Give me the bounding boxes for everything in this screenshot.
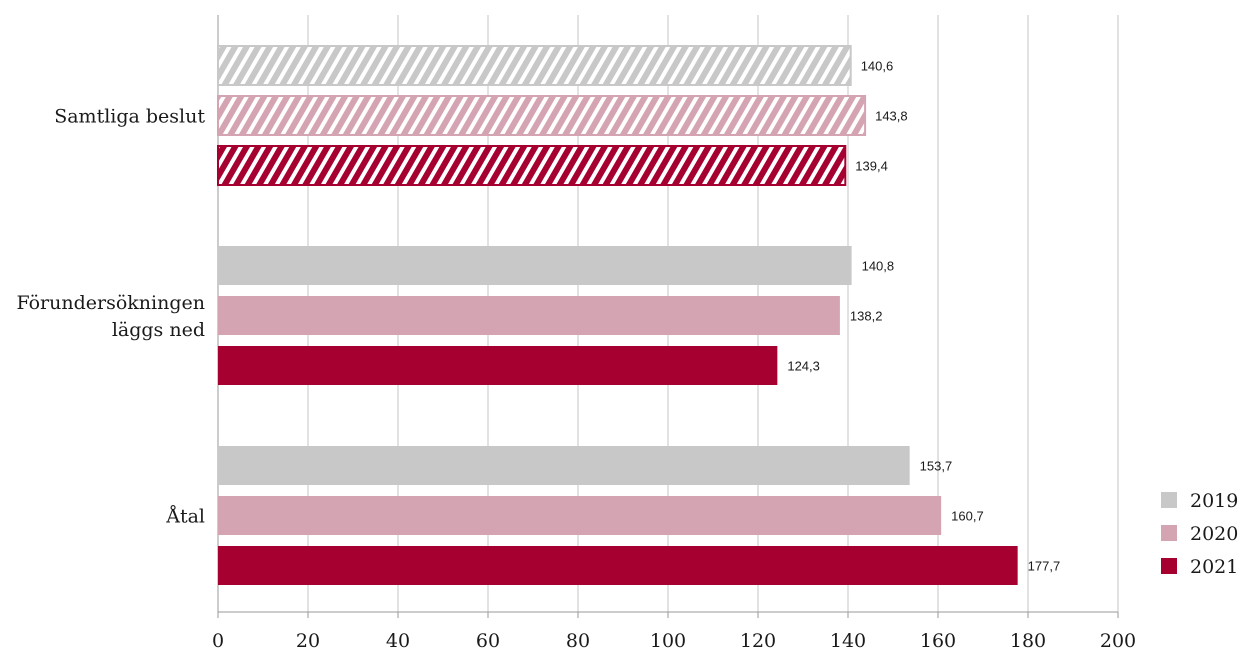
x-tick-label: 80 [566,630,590,651]
labels: 0 20 40 60 80 100 120 140 160 180 200 140,6 143,8 139… [16,59,1136,653]
bar-2021 [218,346,778,385]
bar-2020 [217,95,867,136]
category-label: Samtliga beslut [54,106,205,128]
x-tick-label: 40 [386,630,410,651]
bar-2019 [217,45,852,86]
bar-2021 [217,145,847,186]
legend-label: 2020 [1190,523,1238,545]
x-tick-label: 200 [1100,630,1136,651]
category-label: Förundersökningen [16,292,205,314]
x-tick-label: 160 [920,630,956,651]
x-tick-label: 140 [830,630,866,651]
legend-label: 2021 [1190,556,1238,578]
legend-swatch-2020 [1161,525,1177,541]
bar-2019 [218,246,852,285]
category-label: läggs ned [112,319,205,341]
legend-label: 2019 [1190,490,1238,512]
bar-2020 [218,496,942,535]
x-tick-label: 100 [650,630,686,651]
data-label: 124,3 [787,359,820,374]
x-tick-label: 60 [476,630,500,651]
x-tick-label: 0 [212,630,224,651]
data-label: 139,4 [855,159,888,174]
data-label: 140,6 [861,59,894,74]
data-label: 138,2 [850,309,883,324]
legend-swatch-2019 [1161,492,1177,508]
data-label: 160,7 [951,509,984,524]
x-tick-label: 180 [1010,630,1046,651]
data-label: 140,8 [862,259,895,274]
category-label: Åtal [165,506,205,528]
legend-swatch-2021 [1161,558,1177,574]
legend: 2019 2020 2021 [1161,490,1238,578]
data-label: 153,7 [920,459,953,474]
bar-2021 [218,546,1018,585]
data-label: 177,7 [1028,559,1061,574]
data-label: 143,8 [875,109,908,124]
bar-2019 [218,446,910,485]
x-tick-label: 20 [296,630,320,651]
x-tick-label: 120 [740,630,776,651]
bar-2020 [218,296,840,335]
bars [217,45,1018,585]
